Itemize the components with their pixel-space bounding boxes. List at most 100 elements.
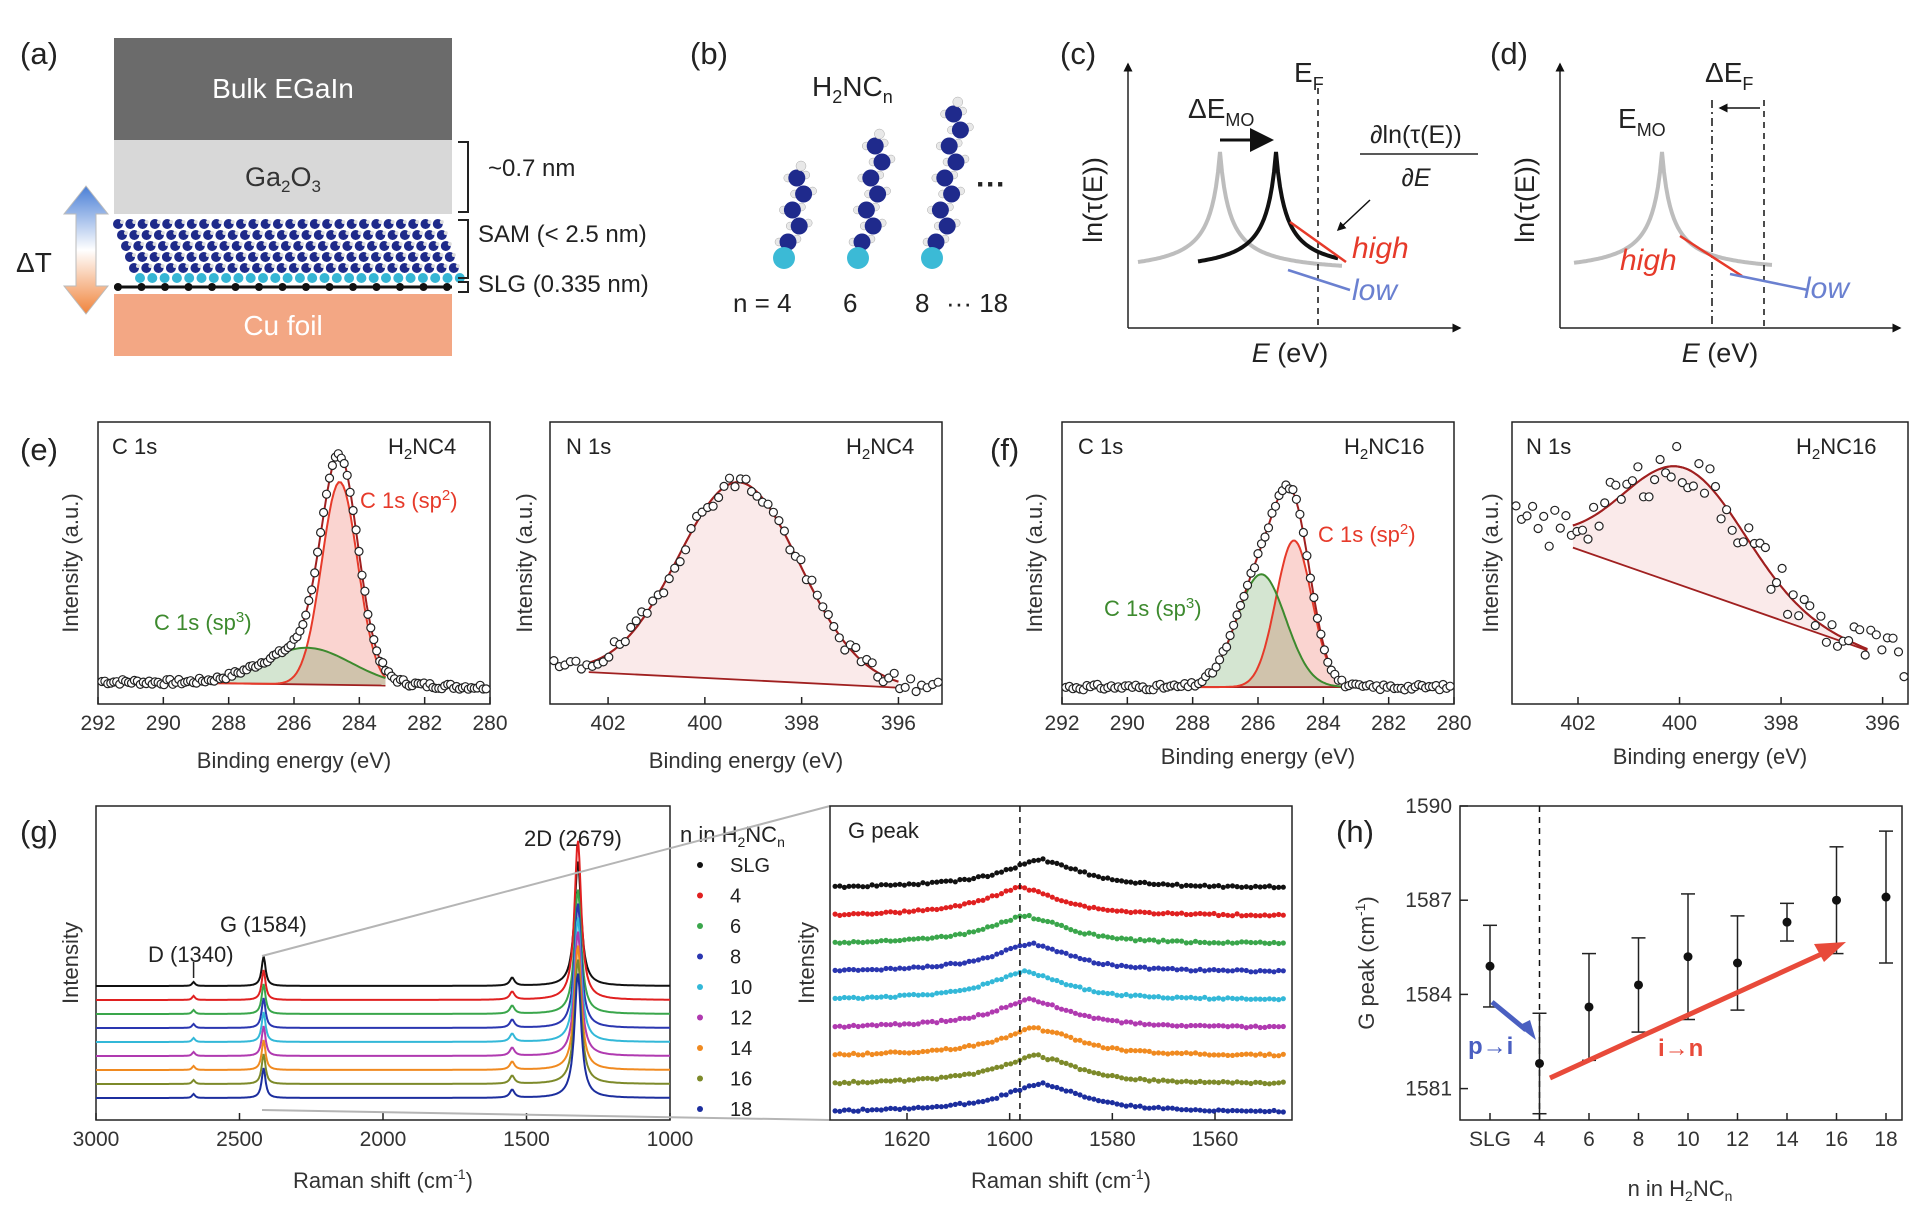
xps-data-point (1511, 501, 1521, 511)
sam-anchor-atom (307, 273, 318, 283)
zoom-data-point (1266, 968, 1272, 974)
zoom-data-point (985, 1067, 991, 1073)
n-label-6: 6 (843, 288, 857, 318)
zoom-data-point (874, 1079, 880, 1085)
zoom-data-point (1248, 1080, 1254, 1087)
carbon-atom (779, 233, 797, 251)
sam-anchor-atom (208, 273, 219, 283)
graphene-atom (325, 283, 334, 291)
zoom-data-point (1276, 997, 1282, 1003)
zoom-data-point (1155, 1022, 1162, 1028)
zoom-data-point (1054, 949, 1060, 955)
zoom-data-point (851, 1108, 857, 1114)
xps-data-point (310, 568, 320, 578)
zoom-data-point (1086, 1040, 1092, 1046)
zoom-data-point (1243, 1051, 1249, 1057)
x-tick-label: 1000 (647, 1128, 694, 1151)
zoom-data-point (1008, 866, 1014, 872)
zoom-data-point (929, 906, 935, 912)
zoom-data-point (1054, 1005, 1060, 1011)
zoom-data-point (906, 1050, 912, 1056)
f-n1s-x-ticks: 402 400 398 396 (1560, 697, 1900, 735)
zoom-data-point (1169, 965, 1175, 972)
xps-data-point (867, 658, 877, 668)
sam-hydrogen (136, 264, 140, 268)
d-emo-label: EMO (1618, 103, 1666, 140)
c-shifted-curve (1197, 151, 1339, 264)
zoom-data-point (888, 938, 894, 944)
zoom-data-point (948, 988, 954, 995)
zoom-data-point (869, 966, 875, 973)
zoom-data-point (1058, 1006, 1065, 1012)
zoom-data-point (1058, 1031, 1065, 1037)
zoom-data-point (1151, 881, 1157, 888)
zoom-data-point (1257, 1051, 1263, 1057)
sam-anchor-atom (221, 273, 232, 283)
carbon-atom (945, 105, 963, 123)
zoom-data-point (1123, 1076, 1129, 1082)
xps-data-point (1588, 502, 1599, 512)
zoom-data-point (878, 994, 884, 1000)
zoom-data-point (920, 992, 926, 998)
zoom-data-point (1022, 1055, 1028, 1061)
sp2-area (1143, 540, 1343, 688)
zoom-data-point (1086, 930, 1092, 936)
carbon-atom (795, 185, 813, 203)
zoom-data-point (1137, 1020, 1143, 1026)
sam-hydrogen (378, 253, 382, 257)
zoom-data-point (851, 1078, 857, 1084)
zoom-data-point (1160, 966, 1166, 972)
zoom-data-point (1192, 995, 1199, 1001)
g-zoom-x-ticks: 1560 1580 1600 1620 (884, 1113, 1239, 1151)
zoom-data-point (920, 908, 926, 914)
legend-marker (697, 923, 703, 929)
zoom-data-point (1248, 1051, 1254, 1057)
zoom-data-point (1100, 990, 1106, 996)
c-y-label: ln(τ(E)) (1078, 157, 1108, 243)
zoom-data-point (1123, 1048, 1129, 1054)
zoom-data-point (832, 1080, 838, 1086)
x-tick-label: 1600 (986, 1128, 1033, 1151)
zoom-data-point (864, 1080, 871, 1086)
zoom-data-point (961, 1102, 968, 1108)
zoom-data-point (892, 909, 898, 916)
zoom-data-point (915, 907, 921, 913)
zoom-data-point (915, 1021, 921, 1027)
zoom-data-point (855, 995, 861, 1001)
zoom-data-point (1266, 913, 1272, 919)
zoom-data-point (841, 912, 848, 918)
xps-data-point (571, 656, 581, 666)
zoom-data-point (855, 1023, 861, 1030)
zoom-data-point (971, 875, 977, 882)
sam-hydrogen (357, 231, 362, 235)
zoom-data-point (1160, 1050, 1166, 1056)
sam-hydrogen (259, 231, 264, 235)
zoom-data-point (975, 1099, 982, 1105)
zoom-data-point (1276, 940, 1282, 947)
zoom-data-point (1151, 911, 1157, 917)
d-curve (1573, 151, 1773, 267)
zoom-data-point (1179, 994, 1185, 1001)
x-tick-label: 1560 (1192, 1128, 1239, 1151)
zoom-data-point (1206, 884, 1212, 890)
x-tick-label: 290 (1110, 712, 1145, 735)
cu-foil-layer (114, 294, 452, 356)
zoom-data-point (911, 1077, 917, 1083)
zoom-data-point (934, 990, 940, 996)
zoom-data-point (1008, 887, 1014, 893)
xps-data-point (357, 570, 367, 580)
zoom-data-point (1248, 884, 1254, 891)
xps-data-point (1291, 494, 1302, 504)
xps-data-point (1214, 655, 1225, 665)
zoom-data-point (1220, 1052, 1226, 1058)
legend-label: 18 (730, 1099, 752, 1121)
zoom-data-point (851, 994, 857, 1001)
zoom-data-point (869, 1051, 875, 1058)
zoom-data-point (1257, 884, 1263, 890)
zoom-data-point (1266, 1108, 1272, 1114)
zoom-data-point (1114, 1018, 1120, 1024)
g-main-x-ticks: 1000 1500 2000 2500 3000 (73, 1113, 694, 1151)
zoom-data-point (906, 1106, 912, 1112)
panel-h: (h) 1590 1587 1584 1581 SLG 4 6 8 10 12 14 16 18 p→i… (1336, 795, 1903, 1204)
zoom-data-point (901, 1050, 908, 1056)
